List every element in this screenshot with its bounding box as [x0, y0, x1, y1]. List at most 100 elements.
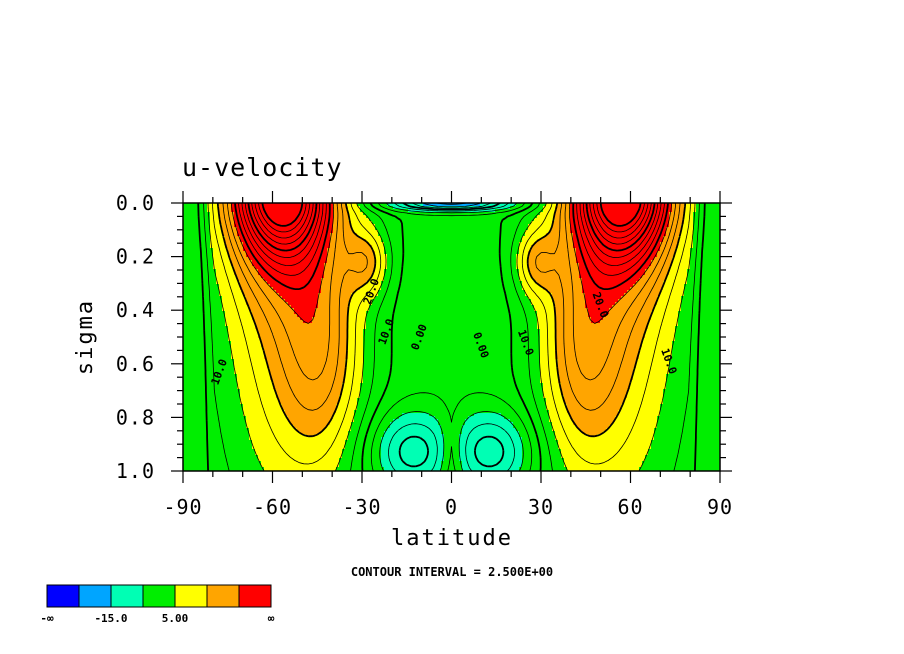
contour-band-cell	[357, 404, 547, 408]
contour-band-cell	[291, 305, 319, 309]
contour-band-cell	[519, 431, 556, 435]
contour-band-cell	[570, 227, 667, 231]
contour-band-cell	[546, 404, 568, 408]
contour-band-cell	[528, 227, 553, 231]
contour-band-cell	[540, 359, 559, 363]
contour-band-cell	[633, 374, 667, 378]
contour-band-cell	[210, 212, 220, 216]
contour-band-cell	[666, 383, 720, 387]
contour-band-cell	[630, 287, 664, 291]
contour-band-cell	[384, 275, 520, 279]
contour-band-cell	[234, 362, 268, 366]
contour-band-cell	[258, 272, 325, 276]
contour-band-cell	[666, 380, 720, 384]
contour-band-cell	[363, 212, 541, 216]
contour-band-cell	[585, 302, 616, 306]
contour-band-cell	[330, 239, 367, 243]
contour-band-cell	[660, 404, 720, 408]
contour-band-cell	[672, 341, 720, 345]
contour-band-cell	[363, 362, 541, 366]
contour-band-cell	[435, 416, 469, 420]
contour-band-cell	[252, 440, 346, 444]
contour-band-cell	[324, 269, 376, 273]
contour-band-cell	[549, 413, 571, 417]
contour-band-cell	[672, 260, 691, 264]
contour-band-cell	[696, 203, 720, 207]
contour-line	[227, 203, 676, 381]
contour-band-cell	[654, 434, 720, 438]
contour-band-cell	[333, 212, 349, 216]
contour-band-cell	[243, 413, 286, 417]
contour-band-cell	[210, 239, 226, 243]
contour-band-cell	[249, 257, 328, 261]
contour-band-cell	[366, 320, 538, 324]
contour-band-cell	[654, 308, 682, 312]
contour-band-cell	[351, 224, 376, 228]
contour-band-cell	[234, 269, 259, 273]
contour-band-cell	[210, 245, 226, 249]
y-tick-label: 0.2	[116, 245, 155, 269]
contour-band-cell	[519, 467, 568, 471]
contour-band-cell	[681, 224, 694, 228]
contour-band-cell	[315, 314, 349, 318]
contour-band-cell	[183, 422, 247, 426]
colorbar-labels: -∞ -15.0 5.00 ∞	[40, 612, 274, 625]
contour-band-cell	[354, 419, 394, 423]
contour-band-cell	[690, 260, 720, 264]
contour-band-cell	[312, 320, 349, 324]
contour-band-cell	[363, 350, 541, 354]
contour-band-cell	[348, 356, 364, 360]
contour-band-cell	[183, 290, 220, 294]
contour-band-cell	[543, 395, 565, 399]
contour-band-cell	[363, 335, 541, 339]
contour-band-cell	[669, 224, 682, 228]
contour-band-cell	[258, 455, 343, 459]
contour-band-cell	[588, 311, 610, 315]
contour-band-cell	[633, 368, 670, 372]
contour-band-cell	[183, 380, 238, 384]
contour-band-cell	[246, 416, 289, 420]
contour-band-cell	[645, 269, 670, 273]
contour-band-cell	[516, 254, 529, 258]
contour-band-cell	[522, 449, 562, 453]
contour-band-cell	[519, 242, 535, 246]
contour-band-cell	[654, 431, 720, 435]
contour-band-cell	[363, 338, 541, 342]
contour-band-cell	[528, 269, 580, 273]
contour-band-cell	[588, 314, 607, 318]
contour-band-cell	[606, 428, 655, 432]
contour-band-cell	[297, 314, 316, 318]
contour-band-cell	[381, 437, 445, 441]
contour-band-cell	[579, 269, 646, 273]
contour-band-cell	[519, 272, 532, 276]
contour-band-cell	[684, 218, 694, 222]
contour-band-cell	[663, 287, 685, 291]
contour-band-cell	[213, 248, 229, 252]
contour-band-cell	[579, 275, 643, 279]
contour-band-cell	[273, 380, 346, 384]
contour-line	[258, 203, 645, 233]
contour-band-cell	[672, 353, 720, 357]
contour-band-cell	[351, 428, 388, 432]
contour-band-cell	[234, 368, 271, 372]
contour-line	[261, 203, 642, 227]
contour-band-cell	[555, 347, 640, 351]
contour-band-cell	[693, 218, 720, 222]
contour-band-cell	[531, 221, 553, 225]
contour-band-cell	[357, 398, 547, 402]
contour-band-cell	[183, 332, 229, 336]
contour-band-cell	[555, 326, 649, 330]
contour-band-cell	[345, 371, 364, 375]
contour-band-cell	[261, 338, 349, 342]
contour-band-cell	[363, 353, 541, 357]
contour-band-cell	[273, 386, 343, 390]
contour-band-cell	[183, 206, 208, 210]
contour-band-cell	[528, 257, 577, 261]
contour-band-cell	[660, 290, 685, 294]
contour-band-cell	[687, 275, 720, 279]
contour-band-cell	[663, 398, 720, 402]
contour-band-cell	[270, 377, 346, 381]
chart-title: u-velocity	[182, 153, 343, 182]
contour-band-cell	[210, 236, 226, 240]
contour-band-cell	[660, 245, 679, 249]
